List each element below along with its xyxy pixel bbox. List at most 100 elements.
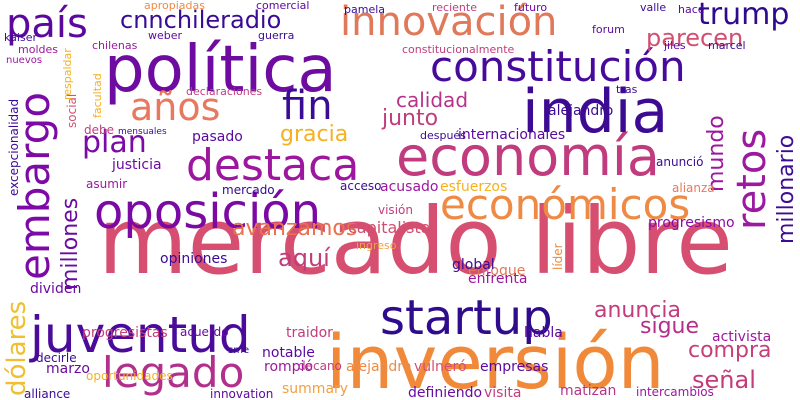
word: visión xyxy=(378,203,413,217)
word: después xyxy=(420,129,466,142)
word: cnnchileradio xyxy=(120,6,282,34)
word: económicos xyxy=(440,180,691,229)
word: junto xyxy=(382,106,439,131)
word: gracia xyxy=(280,122,349,147)
word: destaca xyxy=(186,140,360,191)
word: decano xyxy=(298,359,342,373)
word: progresismo xyxy=(648,215,735,231)
word: intercambios xyxy=(636,385,714,399)
word: señal xyxy=(692,366,756,394)
word: excepcionalidad xyxy=(7,98,21,196)
word: india xyxy=(522,77,669,147)
word: asumir xyxy=(86,177,128,191)
word: sigue xyxy=(640,314,700,339)
word: parecen xyxy=(646,24,744,52)
word: juventud xyxy=(30,306,251,364)
word: nuevos xyxy=(6,55,43,66)
word: calidad xyxy=(396,88,469,112)
word: mensuales xyxy=(118,127,167,137)
word: aquí xyxy=(278,244,330,272)
word: avanzamos xyxy=(232,216,358,241)
word: notable xyxy=(262,345,315,361)
word: mercado xyxy=(222,183,275,197)
word: país xyxy=(6,1,88,47)
word: marzo xyxy=(46,361,90,377)
word: decirle xyxy=(36,351,77,365)
word: guerra xyxy=(258,29,295,42)
word: ingreso xyxy=(356,239,397,252)
word: empresas xyxy=(480,359,549,375)
word: hace xyxy=(678,3,705,16)
word: dólares xyxy=(2,300,32,396)
word: kaiser xyxy=(4,31,37,44)
word: moldes xyxy=(18,43,58,56)
word: esfuerzos xyxy=(440,179,508,195)
word: millones xyxy=(58,197,83,290)
word: capitalista xyxy=(348,218,431,237)
word: matizan xyxy=(560,383,617,399)
word: jiles xyxy=(664,39,686,52)
word: reciente xyxy=(432,1,477,14)
word: visita xyxy=(484,385,522,400)
word: constitucionalmente xyxy=(402,43,515,56)
word: enfrenta xyxy=(468,271,528,287)
word: retos xyxy=(729,128,775,230)
word: chilenas xyxy=(92,39,138,52)
word: oposición xyxy=(94,184,322,240)
word: oportunidades xyxy=(86,369,173,383)
word: alejandro xyxy=(548,103,614,119)
word: marcel xyxy=(708,39,746,52)
word: valle xyxy=(640,1,667,14)
word: tras xyxy=(616,83,638,96)
word: constitución xyxy=(430,42,686,91)
word: política xyxy=(104,33,337,107)
word: habla xyxy=(524,325,563,341)
word: traidor xyxy=(286,325,333,341)
word: acuerdo xyxy=(180,325,229,339)
word: sme xyxy=(228,345,250,356)
word: anuncia xyxy=(594,298,682,323)
word: pamela xyxy=(344,3,386,16)
word: anunció xyxy=(656,155,704,169)
word: acusado xyxy=(380,179,439,195)
word: comercial xyxy=(256,0,310,12)
word: internacionales xyxy=(458,127,566,143)
word: alianza xyxy=(672,181,715,195)
word: debe xyxy=(84,123,114,137)
word: declaraciones xyxy=(186,85,263,98)
word: innovation xyxy=(210,387,274,400)
word: millonario xyxy=(774,134,799,244)
word: dividen xyxy=(30,281,82,297)
word: alejandra xyxy=(346,359,412,375)
word: acceso xyxy=(340,179,382,193)
word: summary xyxy=(282,381,349,397)
word: plan xyxy=(82,125,147,160)
word: economía xyxy=(396,125,660,188)
word: definiendo xyxy=(408,385,483,400)
word: mercado libre xyxy=(98,188,733,295)
word: respaldar xyxy=(61,48,74,100)
word: weber xyxy=(148,29,183,42)
word: compra xyxy=(688,338,772,363)
word: forum xyxy=(592,23,625,36)
word: enfoque xyxy=(468,263,526,279)
word: innovación xyxy=(340,0,558,45)
word: global xyxy=(452,257,495,273)
word: trump xyxy=(698,0,790,32)
word: pasado xyxy=(192,129,243,145)
word: líder xyxy=(551,243,565,270)
word: facultad xyxy=(91,73,104,118)
word: justicia xyxy=(112,157,162,173)
word: inversión xyxy=(326,320,665,400)
word: progresistas xyxy=(82,325,168,341)
word: activista xyxy=(712,329,772,345)
word: años xyxy=(130,85,221,129)
word: alliance xyxy=(24,387,71,400)
word: rompió xyxy=(264,359,313,375)
word: futuro xyxy=(514,1,548,14)
word: apropiadas xyxy=(144,0,205,12)
word: opiniones xyxy=(160,251,228,267)
word: fin xyxy=(282,83,333,129)
word: vulneró xyxy=(414,359,467,375)
